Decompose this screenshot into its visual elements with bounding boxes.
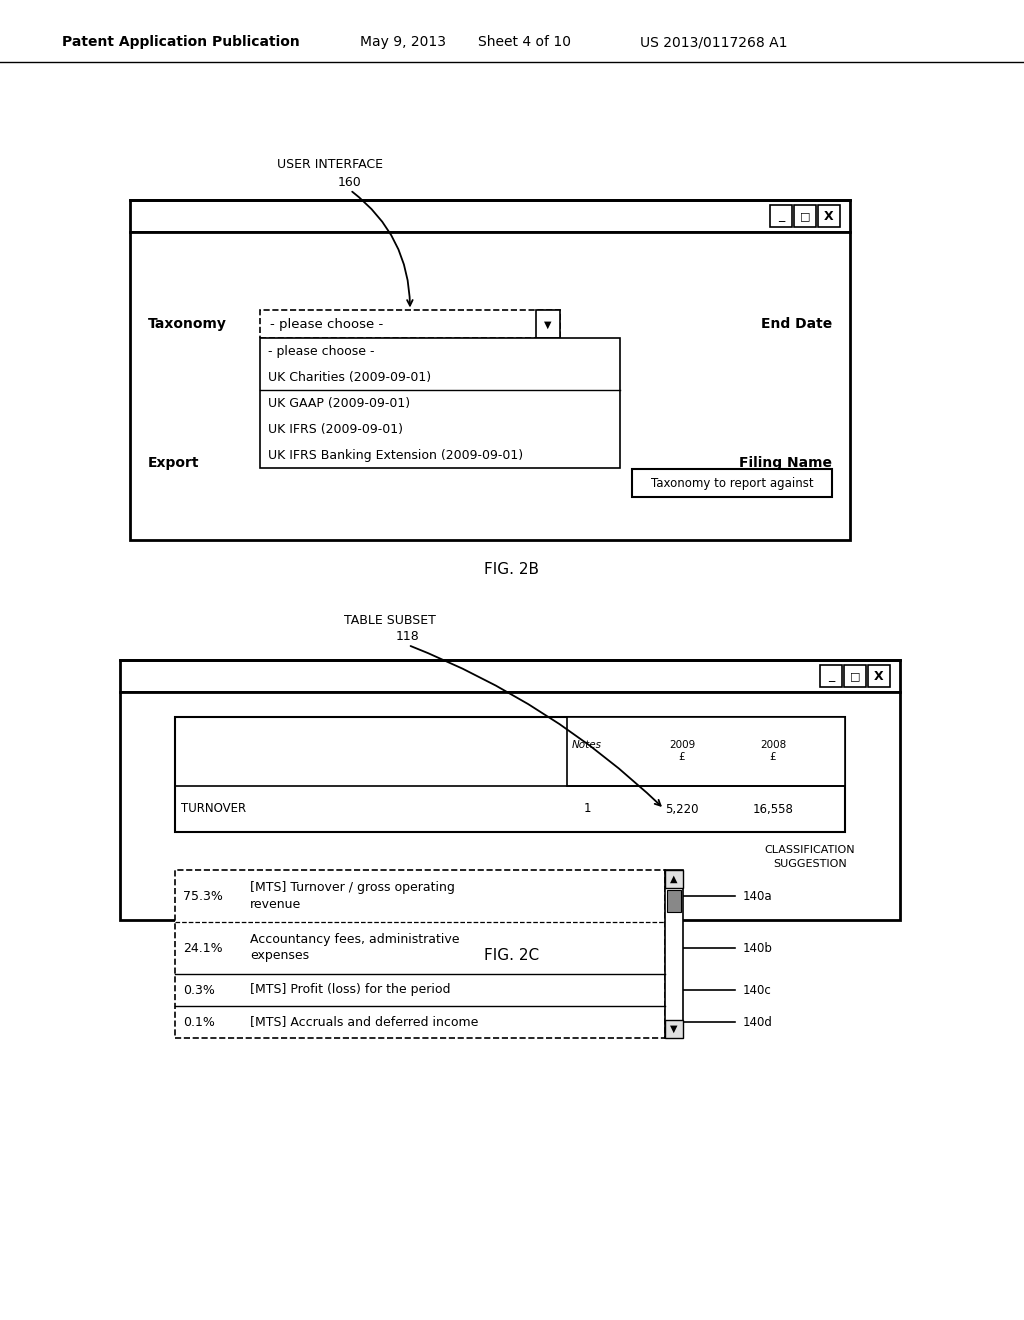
Text: 118: 118 xyxy=(396,631,420,644)
Bar xyxy=(665,870,683,1038)
Text: □: □ xyxy=(850,671,860,681)
Text: 160: 160 xyxy=(338,176,361,189)
Text: expenses: expenses xyxy=(250,949,309,962)
Text: [MTS] Turnover / gross operating: [MTS] Turnover / gross operating xyxy=(250,882,455,895)
Text: £: £ xyxy=(679,751,685,762)
Text: 140a: 140a xyxy=(743,890,773,903)
Bar xyxy=(665,1020,683,1038)
Text: [MTS] Accruals and deferred income: [MTS] Accruals and deferred income xyxy=(250,1015,478,1028)
Text: 16,558: 16,558 xyxy=(753,803,794,816)
Bar xyxy=(536,310,560,338)
Text: 5,220: 5,220 xyxy=(666,803,698,816)
Text: £: £ xyxy=(770,751,776,762)
Text: - please choose -: - please choose - xyxy=(270,318,383,331)
Bar xyxy=(794,205,816,227)
Text: Sheet 4 of 10: Sheet 4 of 10 xyxy=(478,36,571,49)
Text: 2009: 2009 xyxy=(669,739,695,750)
Bar xyxy=(770,205,792,227)
Text: CLASSIFICATION: CLASSIFICATION xyxy=(765,845,855,855)
Bar xyxy=(665,870,683,888)
Text: X: X xyxy=(824,210,834,223)
Text: _: _ xyxy=(827,669,835,682)
Text: _: _ xyxy=(778,210,784,223)
Bar xyxy=(818,205,840,227)
Bar xyxy=(260,338,620,469)
Text: ▼: ▼ xyxy=(671,1024,678,1034)
Text: UK GAAP (2009-09-01): UK GAAP (2009-09-01) xyxy=(268,397,411,411)
Text: [MTS] Profit (loss) for the period: [MTS] Profit (loss) for the period xyxy=(250,983,451,997)
Text: revenue: revenue xyxy=(250,898,301,911)
Text: 2008: 2008 xyxy=(760,739,786,750)
Text: ▲: ▲ xyxy=(671,874,678,884)
Text: Taxonomy: Taxonomy xyxy=(148,317,227,331)
Text: UK IFRS Banking Extension (2009-09-01): UK IFRS Banking Extension (2009-09-01) xyxy=(268,449,523,462)
Text: TABLE SUBSET: TABLE SUBSET xyxy=(344,614,436,627)
Text: End Date: End Date xyxy=(761,317,831,331)
Text: 0.3%: 0.3% xyxy=(183,983,215,997)
Bar xyxy=(175,870,665,1038)
Text: FIG. 2C: FIG. 2C xyxy=(484,948,540,962)
Text: 140b: 140b xyxy=(743,941,773,954)
Bar xyxy=(632,469,831,498)
Text: X: X xyxy=(874,669,884,682)
Text: UK Charities (2009-09-01): UK Charities (2009-09-01) xyxy=(268,371,431,384)
Text: Filing Name: Filing Name xyxy=(739,455,831,470)
Text: FIG. 2B: FIG. 2B xyxy=(484,562,540,578)
Text: TURNOVER: TURNOVER xyxy=(181,803,246,816)
Bar xyxy=(120,692,900,920)
Bar xyxy=(820,665,842,686)
Bar xyxy=(667,890,681,912)
Bar xyxy=(844,665,866,686)
Text: 75.3%: 75.3% xyxy=(183,890,223,903)
Text: UK IFRS (2009-09-01): UK IFRS (2009-09-01) xyxy=(268,422,403,436)
Text: 0.1%: 0.1% xyxy=(183,1015,215,1028)
Bar xyxy=(260,310,560,338)
Bar xyxy=(130,201,850,232)
Bar xyxy=(120,660,900,692)
Text: Notes: Notes xyxy=(572,741,602,751)
Bar xyxy=(175,717,845,832)
Text: Export: Export xyxy=(148,455,200,470)
Text: Accountancy fees, administrative: Accountancy fees, administrative xyxy=(250,933,460,946)
Text: - please choose -: - please choose - xyxy=(268,345,375,358)
Bar xyxy=(130,232,850,540)
Text: USER INTERFACE: USER INTERFACE xyxy=(278,158,383,172)
Text: 1: 1 xyxy=(584,803,591,816)
Text: SUGGESTION: SUGGESTION xyxy=(773,859,847,869)
Text: Patent Application Publication: Patent Application Publication xyxy=(62,36,300,49)
Text: 24.1%: 24.1% xyxy=(183,941,222,954)
Text: ▼: ▼ xyxy=(544,319,552,330)
Text: US 2013/0117268 A1: US 2013/0117268 A1 xyxy=(640,36,787,49)
Text: May 9, 2013: May 9, 2013 xyxy=(360,36,446,49)
Text: □: □ xyxy=(800,211,810,220)
Bar xyxy=(868,665,890,686)
Text: 140c: 140c xyxy=(743,983,772,997)
Text: 140d: 140d xyxy=(743,1015,773,1028)
Bar xyxy=(567,717,845,785)
Text: Taxonomy to report against: Taxonomy to report against xyxy=(650,477,813,490)
